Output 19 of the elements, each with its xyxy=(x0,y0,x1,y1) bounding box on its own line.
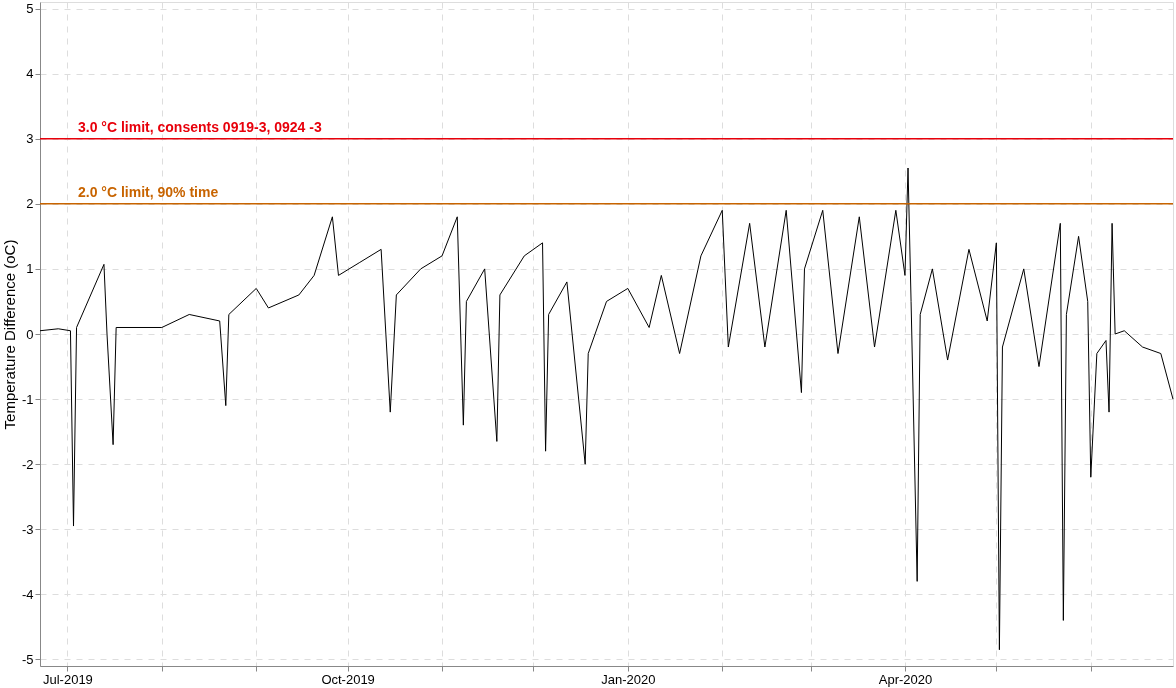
y-tick-label: 2 xyxy=(26,196,34,212)
y-tick-label: -5 xyxy=(21,651,34,667)
x-tick-label: Oct-2019 xyxy=(321,671,375,687)
y-tick-label: 3 xyxy=(26,131,34,147)
x-tick-label: Apr-2020 xyxy=(878,671,933,687)
ref-line-label: 2.0 °C limit, 90% time xyxy=(78,183,219,200)
x-tick-label: Jul-2019 xyxy=(42,671,93,687)
x-tick-label: Jan-2020 xyxy=(601,671,656,687)
y-tick-label: 0 xyxy=(26,326,34,342)
y-tick-label: -4 xyxy=(21,586,34,602)
y-tick-label: 1 xyxy=(26,261,34,277)
y-tick-label: -2 xyxy=(21,456,34,472)
y-axis-title: Temperature Difference (oC) xyxy=(0,239,18,430)
y-tick-label: -3 xyxy=(21,521,34,537)
y-tick-label: -1 xyxy=(21,391,34,407)
y-tick-label: 4 xyxy=(26,66,34,82)
line-series xyxy=(39,167,1174,651)
y-tick-label: 5 xyxy=(26,1,34,17)
ref-line-label: 3.0 °C limit, consents 0919-3, 0924 -3 xyxy=(78,118,322,135)
